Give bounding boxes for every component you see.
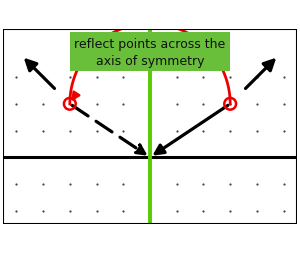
Text: reflect points across the
axis of symmetry: reflect points across the axis of symmet…: [74, 38, 226, 67]
